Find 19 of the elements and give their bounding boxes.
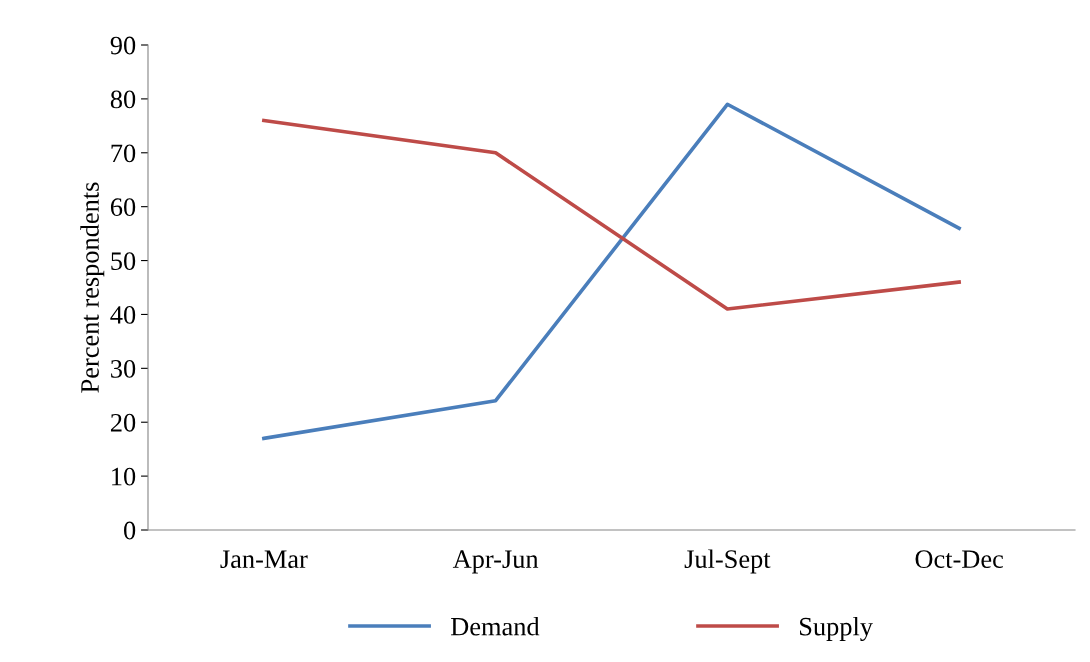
x-tick-label: Jan-Mar [220,550,308,569]
x-tick-label: Oct-Dec [915,550,1003,569]
y-tick-label: 10 [112,467,136,486]
y-tick-label: 30 [111,359,136,378]
x-tick-label: Jul-Sept [684,549,771,574]
y-tick-label: 40 [110,306,136,324]
y-tick-label: 60 [110,198,136,217]
y-tick-label: 0 [124,521,136,540]
y-tick-label: 20 [110,413,136,432]
line-series [262,118,961,311]
legend-label: Supply [800,616,873,641]
y-tick-label: 90 [110,36,136,55]
y-tick-label: 70 [111,144,136,163]
line-series [262,102,961,441]
x-tick-label: Apr-Jun [452,550,539,574]
y-tick-label: 80 [110,90,136,109]
y-axis-title: Percent respondents [80,182,105,393]
y-tick-label: 50 [111,252,136,270]
legend-label: Demand [451,616,540,636]
